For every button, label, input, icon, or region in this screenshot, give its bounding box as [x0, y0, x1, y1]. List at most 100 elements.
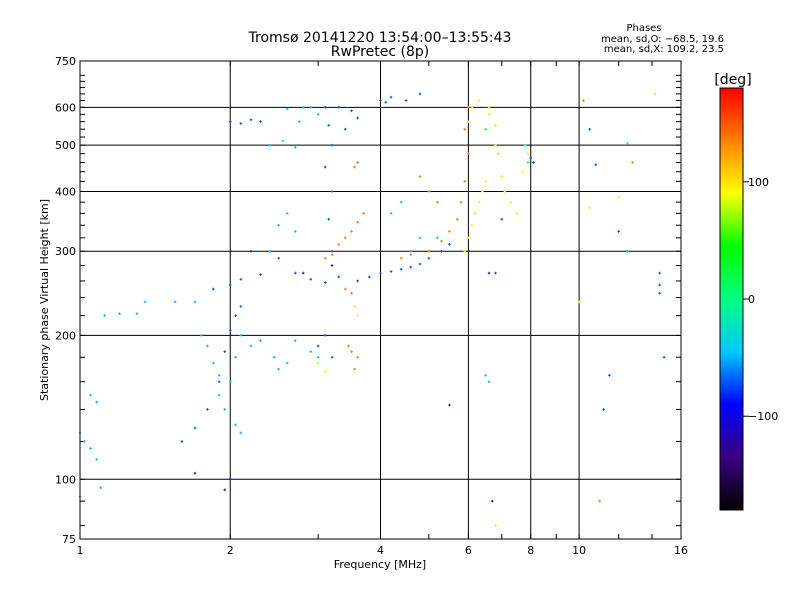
colorbar-tick-label: 0 [748, 293, 755, 306]
data-point [285, 107, 289, 111]
data-point [379, 271, 382, 275]
data-point [259, 339, 262, 342]
data-point [228, 380, 232, 384]
data-point [440, 249, 443, 253]
data-point [487, 271, 491, 275]
data-point [239, 431, 243, 435]
data-point [353, 165, 356, 169]
data-point [228, 328, 232, 332]
data-point [239, 334, 243, 337]
data-point [467, 120, 470, 123]
data-point [521, 170, 524, 174]
data-point [463, 127, 467, 131]
y-tick-label: 400 [55, 185, 76, 198]
data-point [118, 312, 121, 316]
data-point [350, 350, 353, 353]
data-point [309, 350, 313, 353]
data-point [418, 262, 422, 266]
data-point [455, 217, 459, 221]
data-point [337, 243, 341, 246]
data-point [330, 253, 334, 257]
y-tick-label: 750 [55, 55, 76, 68]
data-point [617, 230, 620, 233]
data-point [588, 127, 591, 131]
data-point [497, 152, 500, 155]
data-point [500, 217, 504, 221]
data-point [509, 200, 513, 204]
x-tick-label: 10 [572, 544, 586, 557]
data-point [316, 113, 320, 116]
data-point [487, 380, 491, 384]
data-point [350, 291, 353, 295]
data-point [309, 106, 313, 109]
data-point [330, 264, 334, 267]
data-point [228, 120, 232, 123]
data-point [409, 265, 413, 269]
x-axis: 1 2 4 6 8 10 16 [77, 61, 688, 557]
data-point [477, 200, 481, 204]
y-axis: 75 100 200 300 400 500 600 750 [55, 55, 681, 546]
data-point [330, 143, 334, 147]
data-point [523, 143, 527, 147]
data-point [239, 122, 243, 125]
data-point [327, 124, 331, 127]
x-tick-label: 6 [465, 544, 472, 557]
x-tick-label: 8 [527, 544, 534, 557]
data-point [268, 249, 272, 253]
data-point [532, 161, 535, 164]
data-point [268, 143, 272, 147]
data-point [356, 220, 359, 224]
data-point [608, 374, 611, 377]
data-point [249, 344, 253, 348]
data-point [272, 355, 276, 359]
data-point [228, 283, 232, 287]
data-point [399, 267, 403, 271]
data-point [350, 109, 353, 113]
data-point [89, 447, 92, 450]
data-point [223, 488, 227, 492]
x-tick-label: 4 [377, 544, 384, 557]
data-point [356, 314, 359, 317]
data-point [427, 249, 431, 253]
data-point [427, 256, 431, 260]
data-point [653, 92, 657, 96]
data-point [631, 161, 634, 164]
data-point [330, 249, 334, 253]
data-point [379, 99, 382, 102]
data-point [487, 106, 491, 109]
data-point [662, 355, 666, 359]
data-point [356, 279, 359, 283]
data-point [494, 143, 497, 147]
data-point [323, 334, 327, 337]
data-point [285, 212, 289, 215]
data-point [481, 190, 484, 193]
data-point [239, 305, 243, 308]
x-axis-label: Frequency [MHz] [334, 558, 426, 571]
colorbar-tick-label: 100 [748, 176, 769, 189]
data-point [658, 283, 661, 287]
data-point [389, 212, 393, 215]
plot-frame [79, 60, 682, 540]
data-point [491, 499, 494, 503]
data-point [239, 278, 243, 281]
data-point [409, 253, 413, 257]
data-point [577, 300, 581, 304]
data-point [323, 256, 327, 260]
y-axis-label: Stationary phase Virtual Height [km] [38, 199, 51, 401]
x-tick-label: 2 [227, 544, 234, 557]
data-point [95, 458, 98, 461]
data-point [626, 141, 629, 145]
data-point [404, 99, 408, 102]
grid-lines [80, 61, 681, 539]
data-point [384, 100, 388, 104]
data-point [309, 278, 313, 281]
data-point [436, 200, 439, 204]
data-point [193, 471, 197, 475]
data-point [223, 350, 227, 353]
data-point [448, 403, 451, 407]
y-tick-label: 100 [55, 473, 76, 486]
data-point [353, 367, 356, 371]
data-point [594, 163, 598, 167]
chart-title: Tromsø 20141220 13:54:00–13:55:43 [248, 30, 512, 46]
